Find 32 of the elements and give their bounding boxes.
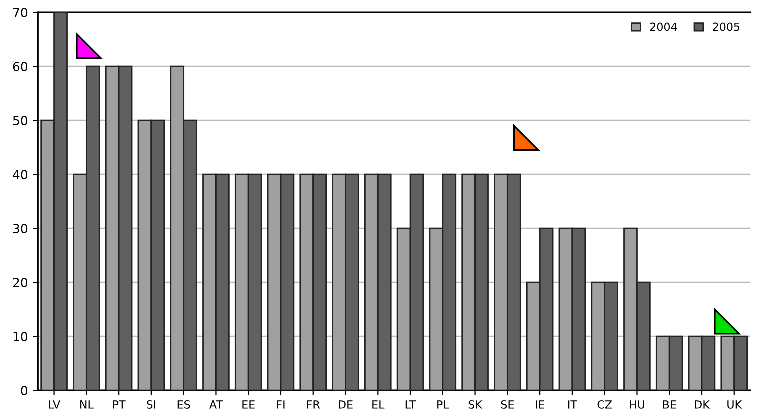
x-tick-label: EL [372,400,385,409]
x-tick-label: DE [339,400,353,409]
x-tick-label: AT [210,400,224,409]
x-tick-label: LT [406,400,416,409]
y-tick-label: 60 [13,62,28,72]
y-tick-label: 70 [13,8,28,18]
x-tick-label: SK [468,400,483,409]
x-tick-label: ES [178,400,190,409]
y-tick-label: 40 [13,170,28,180]
y-tick-label: 0 [21,386,28,396]
x-tick-label: HU [630,400,644,409]
x-tick-label: SI [147,400,156,409]
x-tick-label: BE [663,400,676,409]
y-tick-label: 10 [14,332,28,342]
x-tick-label: PT [113,400,126,409]
x-tick-label: NL [80,400,94,409]
x-tick-label: SE [501,400,514,409]
y-tick-label: 30 [13,224,28,234]
y-tick-label: 50 [13,116,28,126]
x-tick-label: CZ [598,400,612,409]
x-tick-label: IE [536,400,545,409]
x-tick-label: FI [277,400,285,409]
x-tick-label: PL [438,400,450,409]
x-tick-label: EE [242,400,255,409]
x-tick-label: DK [695,400,710,409]
x-tick-label: LV [49,400,60,409]
x-tick-label: IT [568,400,578,409]
x-tick-label: UK [728,400,742,409]
x-tick-label: FR [307,400,320,409]
y-tick-label: 20 [13,278,28,288]
legend-label: 2005 [713,22,740,32]
legend-label: 2004 [650,22,678,32]
